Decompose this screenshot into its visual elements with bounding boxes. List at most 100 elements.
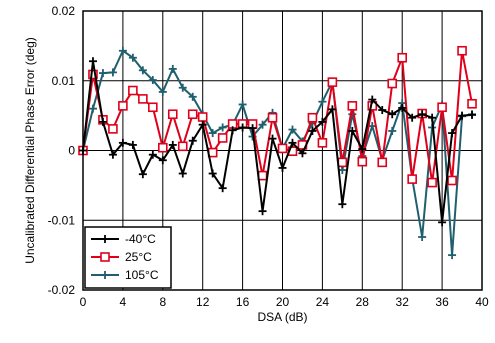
data-point	[118, 138, 127, 147]
data-point	[378, 106, 387, 115]
legend-marker	[101, 235, 109, 243]
data-point	[357, 156, 368, 167]
x-tick-label: 0	[80, 295, 87, 309]
series-line	[82, 61, 473, 223]
data-point	[188, 92, 197, 101]
data-point	[118, 46, 127, 55]
data-point	[457, 45, 467, 56]
data-point	[397, 52, 408, 63]
data-point	[448, 251, 457, 260]
data-point	[427, 177, 437, 188]
y-tick-label: -0.01	[48, 213, 76, 227]
x-tick-label: 20	[276, 295, 290, 309]
legend: -40°C 25°C 105°C	[84, 226, 172, 289]
legend-label: 25°C	[125, 250, 152, 264]
data-point	[168, 140, 177, 149]
data-point	[158, 87, 167, 96]
x-tick-label: 24	[316, 295, 330, 309]
data-point	[208, 129, 217, 138]
y-tick-label: 0.02	[52, 4, 76, 18]
x-tick-label: 40	[475, 295, 489, 309]
series-group	[78, 45, 477, 260]
x-tick-label: 36	[435, 295, 449, 309]
data-point	[338, 200, 347, 209]
data-point	[138, 170, 147, 179]
data-point	[168, 64, 177, 73]
data-point	[258, 120, 267, 129]
data-point	[288, 138, 297, 147]
data-point	[108, 124, 118, 134]
data-point	[468, 110, 477, 119]
data-point	[217, 133, 228, 143]
axes-frame	[82, 10, 483, 291]
data-point	[278, 163, 287, 172]
series-0	[79, 57, 477, 227]
data-point	[197, 112, 208, 122]
data-point	[158, 156, 167, 165]
data-point	[98, 117, 107, 126]
data-point	[418, 110, 427, 119]
data-point	[88, 104, 97, 113]
data-point	[138, 66, 147, 75]
data-point	[388, 110, 397, 119]
data-point	[327, 77, 338, 87]
data-point	[98, 69, 107, 78]
data-point	[467, 98, 477, 109]
data-point	[437, 102, 447, 113]
data-point	[277, 143, 288, 154]
plot-frame	[82, 10, 483, 291]
data-point	[88, 69, 98, 80]
data-point	[128, 53, 137, 62]
data-point	[198, 120, 207, 129]
data-point	[318, 117, 327, 126]
x-tick-label: 16	[236, 295, 250, 309]
x-axis-label: DSA (dB)	[257, 310, 307, 324]
data-point	[148, 76, 157, 85]
data-point	[158, 142, 168, 153]
data-point	[148, 102, 158, 113]
data-point	[187, 109, 198, 120]
data-point	[138, 94, 148, 104]
data-point	[407, 174, 417, 184]
data-point	[267, 112, 278, 123]
data-point	[257, 170, 268, 181]
data-point	[438, 218, 447, 227]
data-point	[128, 140, 137, 149]
legend-label: -40°C	[125, 232, 156, 246]
data-point	[458, 111, 467, 120]
data-point	[188, 136, 197, 145]
data-point	[307, 112, 318, 123]
data-point	[387, 78, 398, 89]
data-point	[177, 141, 188, 152]
data-point	[108, 68, 117, 77]
x-tick-label: 32	[396, 295, 410, 309]
y-tick-label: 0	[68, 144, 75, 158]
data-point	[118, 101, 128, 111]
data-point	[337, 157, 348, 168]
data-point	[128, 85, 138, 96]
data-point	[148, 150, 157, 159]
data-point	[178, 83, 187, 92]
x-tick-label: 4	[120, 295, 127, 309]
data-point	[288, 125, 297, 134]
data-point	[317, 138, 328, 148]
data-point	[408, 113, 417, 122]
y-axis-label: Uncalibrated Differential Phase Error (d…	[23, 37, 37, 264]
legend-label: 105°C	[125, 268, 159, 282]
data-point	[448, 129, 457, 138]
data-point	[108, 150, 117, 159]
data-point	[347, 101, 358, 111]
data-point	[388, 126, 397, 135]
data-point	[238, 123, 247, 132]
legend-marker	[101, 271, 109, 279]
data-point	[418, 232, 427, 241]
data-point	[318, 97, 327, 106]
y-tick-label: -0.02	[48, 283, 76, 297]
data-point	[298, 149, 307, 158]
data-point	[228, 126, 237, 135]
x-tick-label: 12	[196, 295, 210, 309]
data-point	[447, 175, 457, 186]
data-point	[88, 57, 97, 66]
data-point	[208, 169, 217, 178]
